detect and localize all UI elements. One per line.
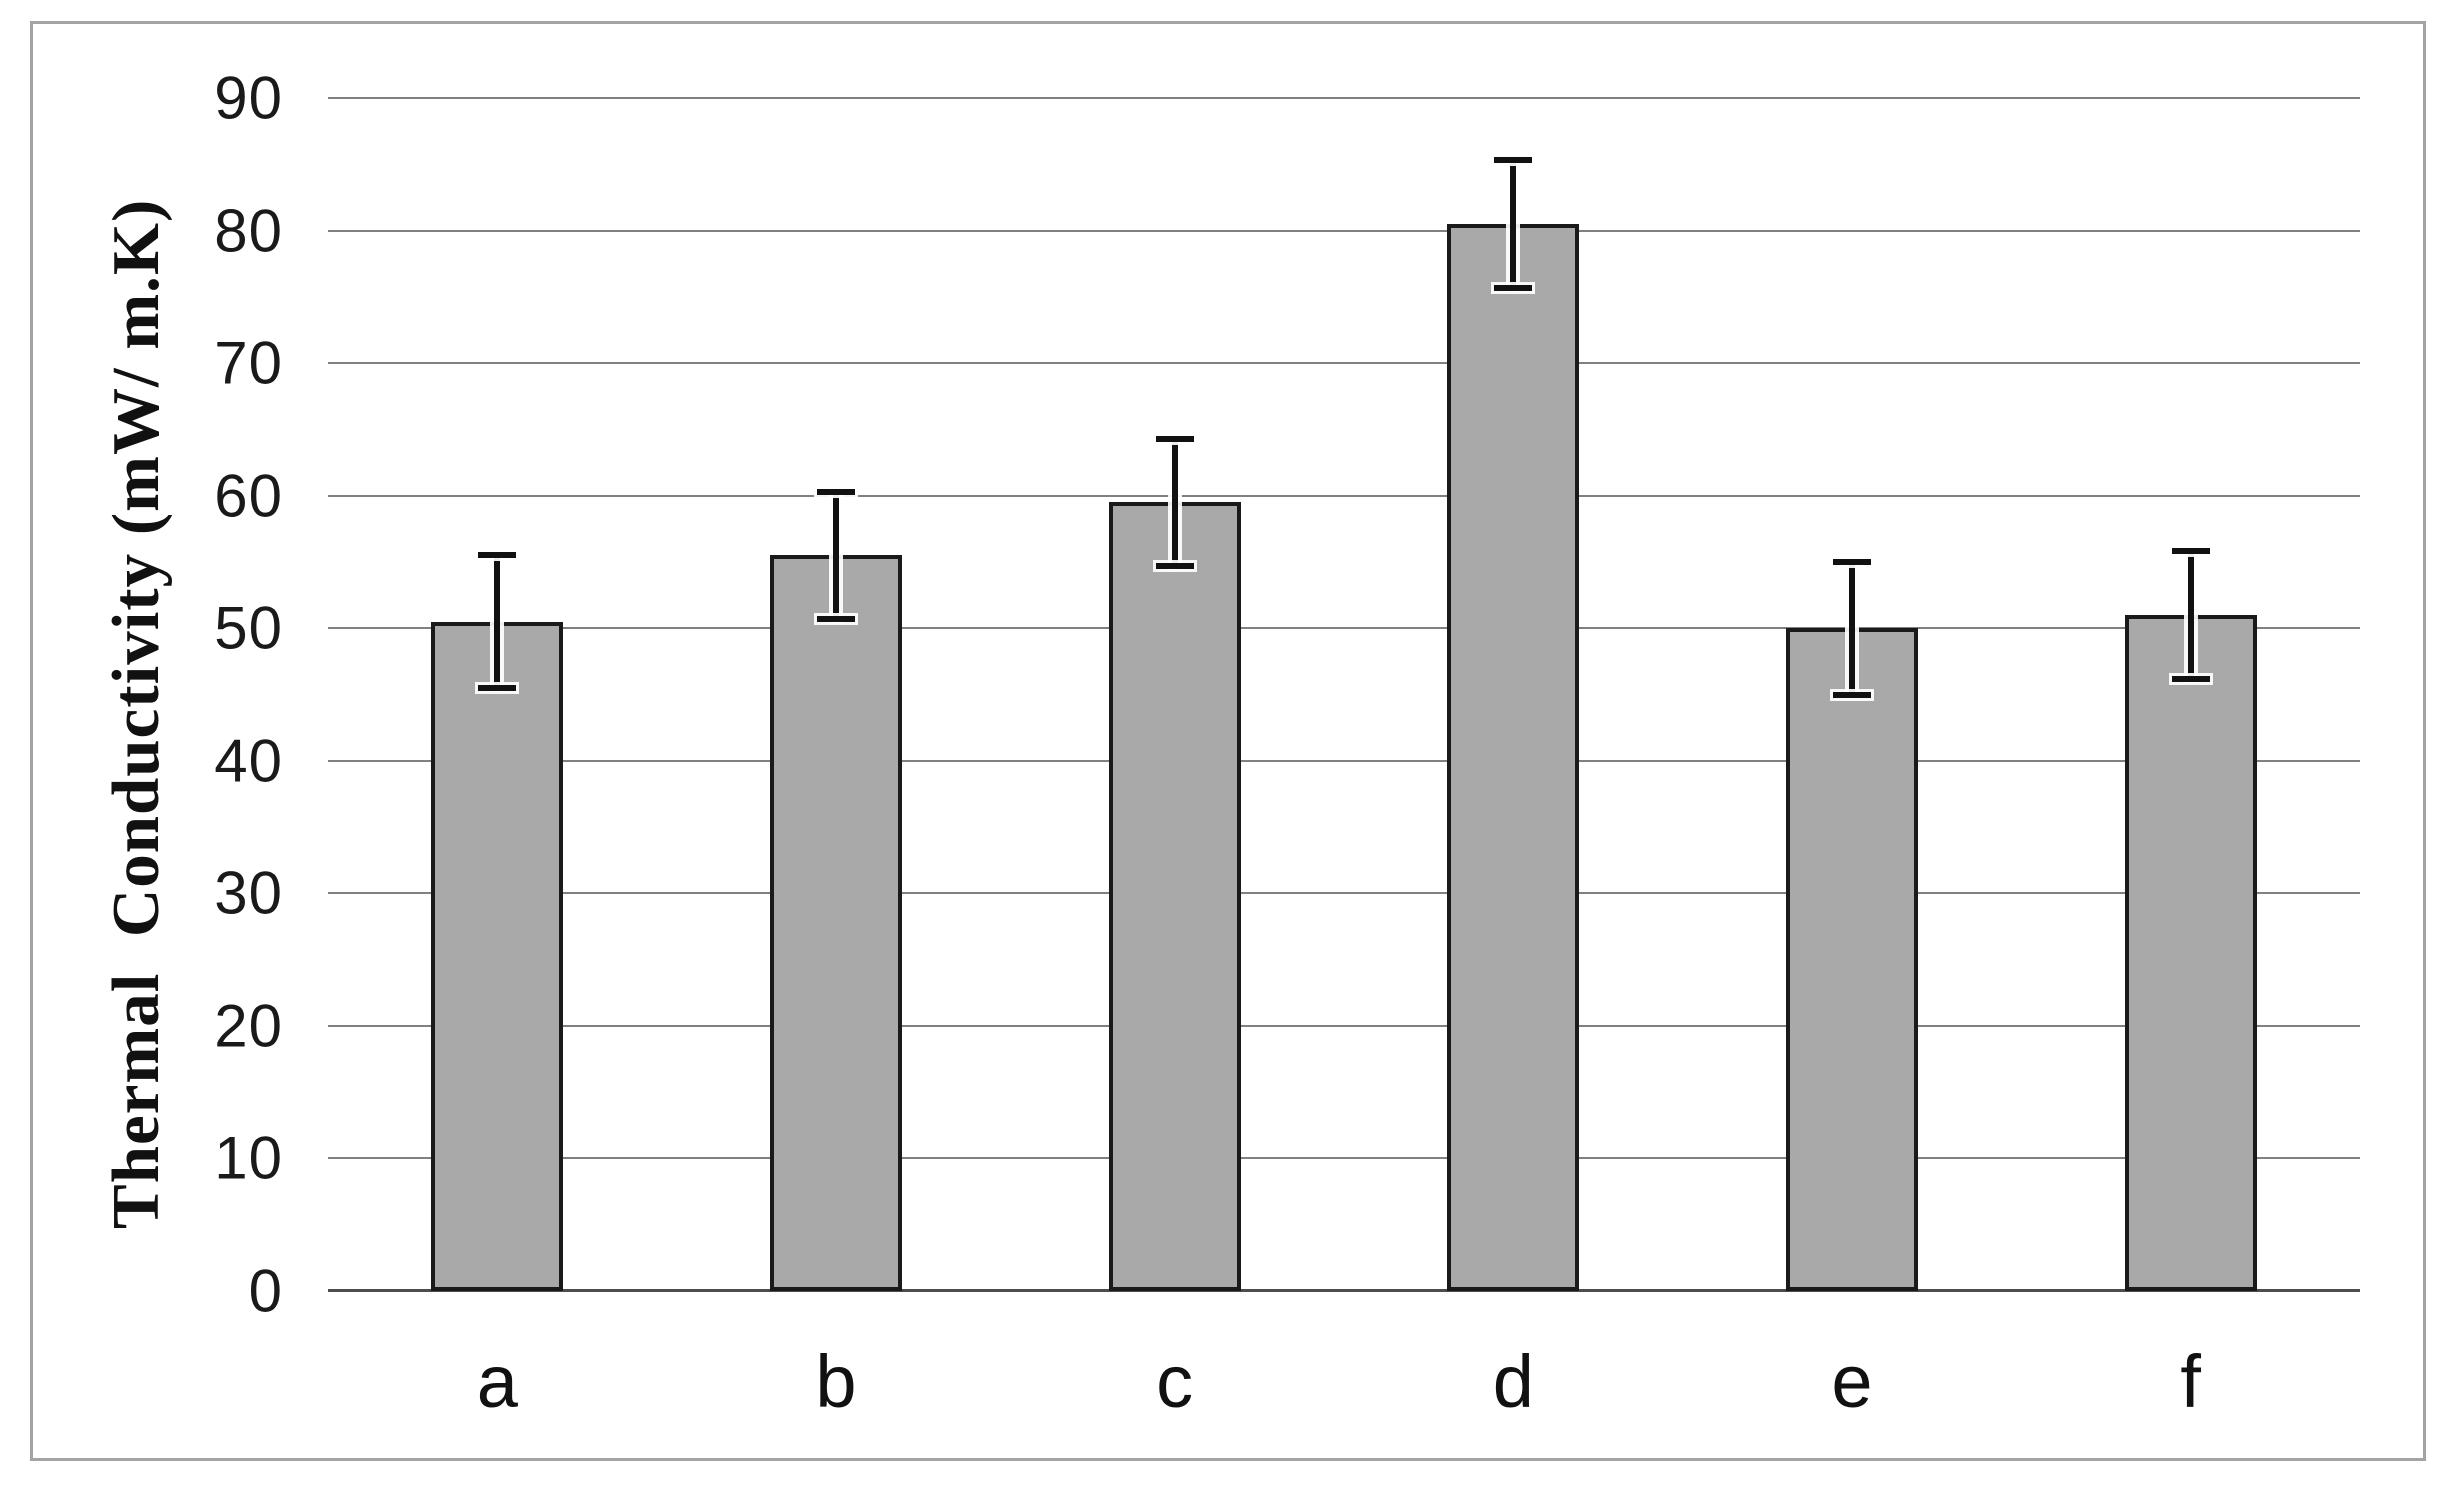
error-bar-bottom-cap-b — [814, 612, 858, 625]
gridline-30 — [328, 892, 2360, 895]
bar-e — [1786, 628, 1918, 1291]
error-bar-bottom-cap-c — [1152, 559, 1197, 572]
plot-area: 90 80 70 60 50 40 30 20 10 0 a b c d e f — [214, 65, 2360, 1423]
x-tick-label-b: b — [815, 1340, 857, 1423]
error-bar-stem-b — [829, 487, 843, 623]
x-axis-line — [328, 1289, 2360, 1292]
gridline-70 — [328, 362, 2360, 365]
x-tick-label-a: a — [476, 1340, 518, 1423]
gridline-60 — [328, 494, 2360, 497]
bar-d — [1447, 223, 1580, 1291]
y-tick-label-30: 30 — [214, 859, 283, 927]
y-tick-label-0: 0 — [248, 1257, 283, 1325]
x-tick-label-d: d — [1492, 1340, 1534, 1423]
error-bar-top-cap-b — [814, 485, 858, 498]
chart-figure: Thermal Conductivity (mW/ m.K) 90 80 70 60 5… — [30, 21, 2426, 1461]
error-bar-bottom-cap-e — [1830, 688, 1874, 701]
x-tick-label-f: f — [2180, 1340, 2201, 1423]
x-tick-label-e: e — [1831, 1340, 1873, 1423]
gridline-40 — [328, 759, 2360, 762]
error-bar-stem-f — [2183, 547, 2198, 683]
y-tick-label-40: 40 — [214, 727, 283, 795]
y-tick-label-10: 10 — [214, 1124, 283, 1192]
y-tick-label-90: 90 — [214, 64, 283, 132]
error-bar-top-cap-a — [475, 549, 520, 562]
gridline-20 — [328, 1024, 2360, 1027]
gridline-50 — [328, 627, 2360, 630]
error-bar-bottom-cap-d — [1491, 281, 1536, 294]
y-tick-label-80: 80 — [214, 197, 283, 265]
error-bar-top-cap-c — [1152, 432, 1197, 445]
error-bar-bottom-cap-a — [475, 681, 520, 694]
y-tick-label-20: 20 — [214, 992, 283, 1060]
error-bar-bottom-cap-f — [2168, 672, 2213, 685]
error-bar-stem-e — [1845, 557, 1859, 699]
y-tick-label-70: 70 — [214, 329, 283, 397]
x-tick-label-c: c — [1156, 1340, 1194, 1423]
bar-b — [770, 555, 902, 1291]
gridline-10 — [328, 1157, 2360, 1160]
error-bar-top-cap-e — [1830, 555, 1874, 568]
error-bar-stem-a — [490, 551, 505, 692]
y-tick-label-50: 50 — [214, 594, 283, 662]
error-bar-top-cap-f — [2168, 545, 2213, 558]
gridline-90 — [328, 97, 2360, 99]
bar-c — [1108, 502, 1241, 1291]
error-bar-stem-c — [1167, 434, 1182, 570]
error-bar-top-cap-d — [1491, 154, 1536, 167]
error-bar-stem-d — [1506, 156, 1521, 292]
gridline-80 — [328, 229, 2360, 232]
y-tick-label-60: 60 — [214, 462, 283, 530]
bar-a — [431, 621, 564, 1291]
bar-f — [2124, 614, 2257, 1291]
